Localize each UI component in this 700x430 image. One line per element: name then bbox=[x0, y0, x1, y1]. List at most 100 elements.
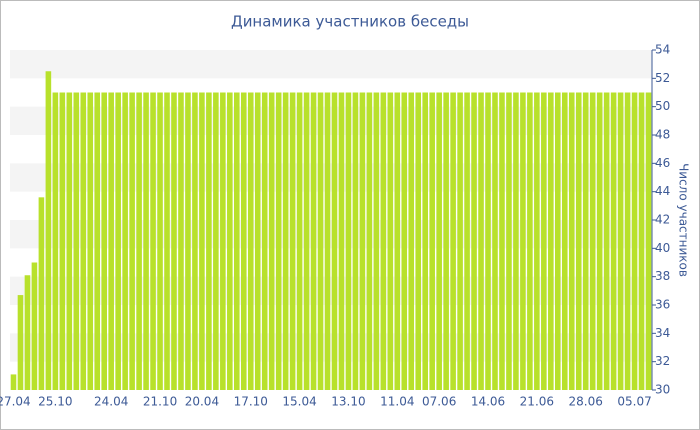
bar bbox=[624, 92, 631, 390]
bar bbox=[73, 92, 80, 390]
bar bbox=[499, 92, 505, 390]
bar bbox=[303, 92, 310, 390]
bar bbox=[631, 92, 638, 390]
bar bbox=[478, 92, 484, 390]
bar bbox=[610, 92, 617, 390]
bar bbox=[436, 92, 442, 390]
bar bbox=[520, 92, 526, 390]
y-tick-label: 50 bbox=[655, 99, 670, 113]
x-tick-label: 15.04 bbox=[282, 395, 316, 409]
bar bbox=[122, 92, 128, 390]
bar bbox=[561, 92, 568, 390]
bar bbox=[457, 92, 463, 390]
chart-title: Динамика участников беседы bbox=[231, 13, 469, 31]
bar bbox=[575, 92, 582, 390]
bar bbox=[359, 92, 366, 390]
bar bbox=[178, 92, 184, 390]
bar bbox=[408, 92, 415, 390]
bar bbox=[282, 92, 289, 390]
bar bbox=[268, 92, 275, 390]
x-tick-label: 25.10 bbox=[38, 395, 72, 409]
bar bbox=[289, 92, 296, 390]
bar bbox=[24, 275, 31, 390]
bar bbox=[548, 92, 554, 390]
bar bbox=[555, 92, 561, 390]
bar bbox=[638, 92, 645, 390]
bar bbox=[247, 92, 254, 390]
bar bbox=[352, 92, 359, 390]
bar bbox=[101, 92, 107, 390]
x-tick-label: 28.06 bbox=[569, 395, 603, 409]
bar bbox=[394, 92, 401, 390]
bar bbox=[296, 92, 303, 390]
bar bbox=[443, 92, 449, 390]
y-tick-label: 42 bbox=[655, 213, 670, 227]
x-tick-label: 27.04 bbox=[0, 395, 31, 409]
bar bbox=[234, 92, 240, 390]
bar bbox=[206, 92, 212, 390]
bar bbox=[387, 92, 394, 390]
bar bbox=[534, 92, 540, 390]
bar bbox=[310, 92, 317, 390]
bar bbox=[324, 92, 331, 390]
bar bbox=[213, 92, 219, 390]
bar bbox=[80, 92, 87, 390]
bar bbox=[317, 92, 324, 390]
bar bbox=[52, 92, 59, 390]
bar bbox=[338, 92, 345, 390]
y-tick-label: 34 bbox=[655, 326, 670, 340]
bar bbox=[401, 92, 408, 390]
bar bbox=[429, 92, 435, 390]
bar bbox=[492, 92, 498, 390]
bar bbox=[345, 92, 352, 390]
y-tick-label: 32 bbox=[655, 354, 670, 368]
bar bbox=[373, 92, 380, 390]
bar bbox=[66, 92, 73, 390]
grid-band bbox=[10, 50, 652, 79]
y-tick-label: 46 bbox=[655, 156, 670, 170]
bar bbox=[596, 92, 603, 390]
bar bbox=[527, 92, 533, 390]
bar bbox=[108, 92, 114, 390]
bar bbox=[157, 92, 163, 390]
bar bbox=[94, 92, 101, 390]
x-tick-label: 13.10 bbox=[331, 395, 365, 409]
bar bbox=[87, 92, 94, 390]
bar bbox=[59, 92, 66, 390]
bar bbox=[485, 92, 491, 390]
bar bbox=[464, 92, 470, 390]
bar bbox=[164, 92, 170, 390]
bar bbox=[150, 92, 156, 390]
bar bbox=[136, 92, 142, 390]
y-tick-label: 54 bbox=[655, 43, 670, 57]
bar bbox=[227, 92, 233, 390]
bar bbox=[261, 92, 268, 390]
bar bbox=[45, 71, 52, 390]
bar bbox=[506, 92, 512, 390]
y-tick-label: 40 bbox=[655, 241, 670, 255]
y-tick-label: 30 bbox=[655, 383, 670, 397]
y-tick-label: 36 bbox=[655, 298, 670, 312]
bar bbox=[471, 92, 477, 390]
bar bbox=[366, 92, 373, 390]
bar bbox=[240, 92, 247, 390]
x-tick-label: 05.07 bbox=[617, 395, 651, 409]
x-tick-label: 21.10 bbox=[143, 395, 177, 409]
bar bbox=[31, 262, 38, 390]
x-tick-label: 20.04 bbox=[185, 395, 219, 409]
bar bbox=[331, 92, 338, 390]
x-tick-label: 11.04 bbox=[380, 395, 414, 409]
x-tick-label: 14.06 bbox=[471, 395, 505, 409]
bar bbox=[450, 92, 456, 390]
bar bbox=[10, 374, 17, 390]
bar bbox=[589, 92, 596, 390]
x-tick-label: 07.06 bbox=[422, 395, 456, 409]
x-tick-label: 17.10 bbox=[234, 395, 268, 409]
bar bbox=[582, 92, 589, 390]
y-tick-label: 52 bbox=[655, 71, 670, 85]
y-tick-label: 38 bbox=[655, 269, 670, 283]
bar bbox=[380, 92, 387, 390]
bar bbox=[143, 92, 149, 390]
bar bbox=[38, 197, 45, 390]
